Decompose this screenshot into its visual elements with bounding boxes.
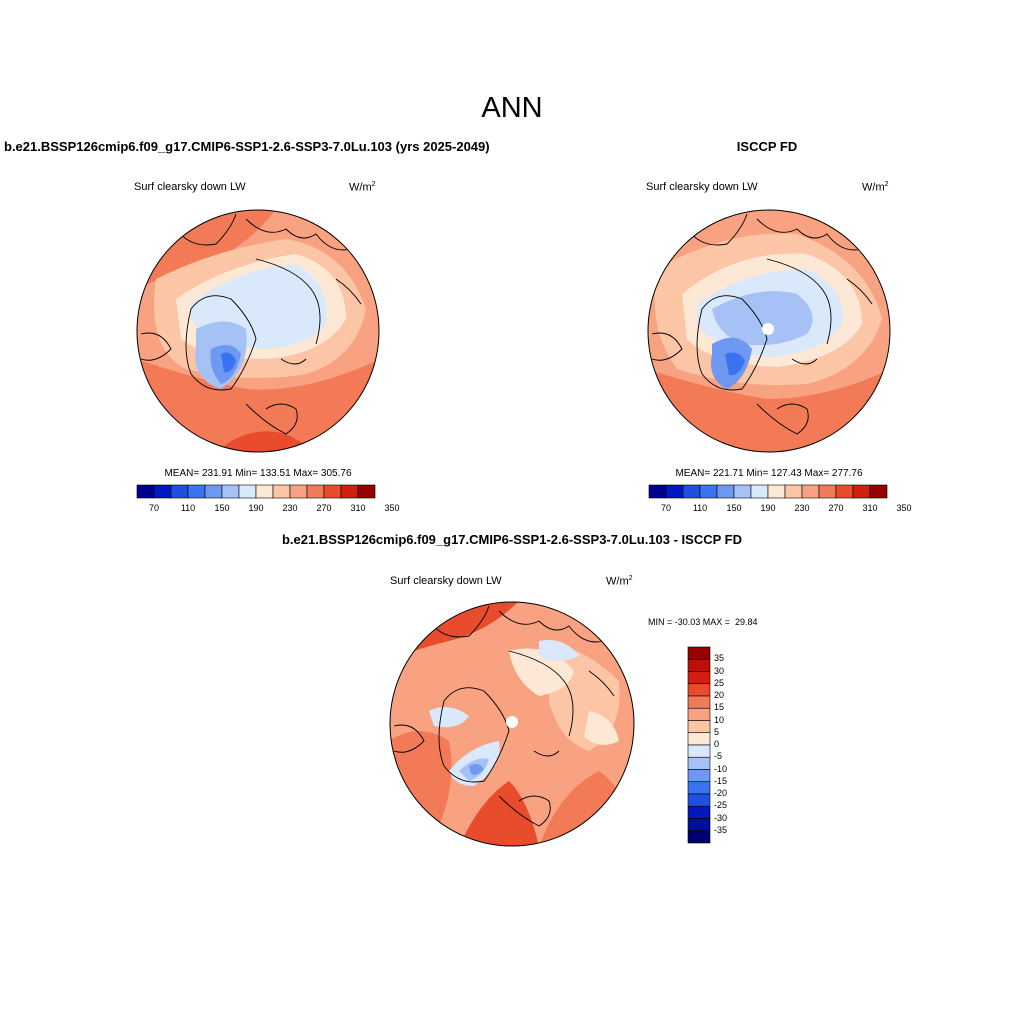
page-title: ANN: [481, 92, 543, 124]
colorbar-swatch: [818, 484, 837, 499]
colorbar-swatch: [687, 695, 711, 709]
diff-colorbar-ticks: 35 30 25 20 15 10 5 0 -5 -10 -15 -20 -25 -30 -35: [714, 647, 754, 843]
colorbar-swatch: [682, 484, 701, 499]
colorbar-swatch: [238, 484, 257, 499]
colorbar-tick-label: 70: [148, 503, 159, 513]
colorbar-swatch: [687, 732, 711, 746]
obs-colorbar: [648, 484, 888, 499]
colorbar-tick-label: 5: [714, 726, 720, 737]
colorbar-swatch: [187, 484, 206, 499]
colorbar-swatch: [323, 484, 342, 499]
colorbar-tick-label: 270: [828, 503, 844, 513]
model-colorbar-ticks: 70 110 150 190 230 270 310 350: [137, 503, 400, 515]
colorbar-swatch: [687, 818, 711, 832]
colorbar-tick-label: 30: [714, 665, 725, 676]
diff-units-label: W/m2: [606, 575, 633, 588]
model-stats: MEAN= 231.91 Min= 133.51 Max= 305.76: [164, 468, 352, 479]
model-colorbar: [136, 484, 376, 499]
colorbar-tick-label: -15: [714, 775, 728, 786]
colorbar-swatch: [784, 484, 803, 499]
colorbar-swatch: [716, 484, 735, 499]
obs-stats: MEAN= 221.71 Min= 127.43 Max= 277.76: [675, 468, 863, 479]
colorbar-swatch: [687, 769, 711, 783]
colorbar-swatch: [687, 830, 711, 844]
colorbar-tick-label: -35: [714, 824, 728, 835]
colorbar-tick-label: 25: [714, 677, 725, 688]
colorbar-tick-label: -5: [714, 751, 723, 762]
colorbar-swatch: [648, 484, 667, 499]
colorbar-swatch: [852, 484, 871, 499]
colorbar-tick-label: 0: [714, 739, 720, 749]
diff-colorbar: [687, 646, 711, 844]
colorbar-swatch: [255, 484, 274, 499]
colorbar-tick-label: 20: [714, 690, 725, 700]
colorbar-swatch: [153, 484, 172, 499]
colorbar-swatch: [340, 484, 359, 499]
colorbar-tick-label: 35: [714, 653, 725, 664]
colorbar-swatch: [869, 484, 888, 499]
colorbar-swatch: [665, 484, 684, 499]
model-polar-map: [136, 209, 380, 453]
colorbar-swatch: [687, 707, 711, 721]
colorbar-tick-label: -25: [714, 800, 728, 811]
colorbar-tick-label: 350: [384, 503, 400, 513]
colorbar-swatch: [750, 484, 769, 499]
colorbar-swatch: [687, 720, 711, 734]
diff-panel-title: b.e21.BSSP126cmip6.f09_g17.CMIP6-SSP1-2.…: [281, 532, 742, 547]
colorbar-tick-label: 70: [660, 503, 671, 513]
obs-panel-title: ISCCP FD: [736, 139, 798, 154]
colorbar-swatch: [835, 484, 854, 499]
colorbar-tick-label: 150: [214, 503, 230, 513]
colorbar-swatch: [221, 484, 240, 499]
colorbar-tick-label: 110: [180, 503, 196, 513]
colorbar-swatch: [687, 671, 711, 685]
colorbar-swatch: [687, 793, 711, 807]
colorbar-tick-label: 15: [714, 702, 725, 713]
colorbar-tick-label: 150: [726, 503, 742, 513]
colorbar-swatch: [357, 484, 376, 499]
diff-variable-label: Surf clearsky down LW: [390, 575, 502, 587]
diff-stats: MIN = -30.03 MAX = 29.84: [648, 617, 758, 627]
colorbar-tick-label: 230: [794, 503, 810, 513]
obs-variable-label: Surf clearsky down LW: [646, 181, 758, 193]
obs-units-label: W/m2: [862, 181, 889, 194]
colorbar-tick-label: 110: [692, 503, 708, 513]
colorbar-tick-label: 190: [760, 503, 776, 513]
obs-polar-map: [647, 209, 891, 453]
obs-colorbar-ticks: 70 110 150 190 230 270 310 350: [649, 503, 912, 515]
diff-polar-map: [389, 601, 635, 847]
colorbar-tick-label: 190: [248, 503, 264, 513]
colorbar-swatch: [272, 484, 291, 499]
colorbar-swatch: [204, 484, 223, 499]
colorbar-swatch: [687, 781, 711, 795]
colorbar-tick-label: -30: [714, 812, 728, 823]
colorbar-tick-label: 310: [350, 503, 366, 513]
colorbar-swatch: [170, 484, 189, 499]
colorbar-tick-label: 310: [862, 503, 878, 513]
colorbar-tick-label: -20: [714, 788, 728, 798]
colorbar-tick-label: -10: [714, 763, 728, 774]
colorbar-swatch: [687, 646, 711, 660]
colorbar-swatch: [687, 805, 711, 819]
model-units-label: W/m2: [349, 181, 376, 194]
colorbar-swatch: [687, 658, 711, 672]
colorbar-swatch: [687, 744, 711, 758]
colorbar-swatch: [687, 756, 711, 770]
colorbar-tick-label: 350: [896, 503, 912, 513]
colorbar-swatch: [306, 484, 325, 499]
colorbar-tick-label: 230: [282, 503, 298, 513]
colorbar-swatch: [289, 484, 308, 499]
colorbar-tick-label: 10: [714, 714, 725, 725]
colorbar-swatch: [801, 484, 820, 499]
colorbar-swatch: [687, 683, 711, 697]
colorbar-swatch: [699, 484, 718, 499]
colorbar-swatch: [767, 484, 786, 499]
colorbar-tick-label: 270: [316, 503, 332, 513]
colorbar-swatch: [136, 484, 155, 499]
colorbar-swatch: [733, 484, 752, 499]
model-variable-label: Surf clearsky down LW: [134, 181, 246, 193]
model-panel-title: b.e21.BSSP126cmip6.f09_g17.CMIP6-SSP1-2.…: [4, 139, 490, 154]
